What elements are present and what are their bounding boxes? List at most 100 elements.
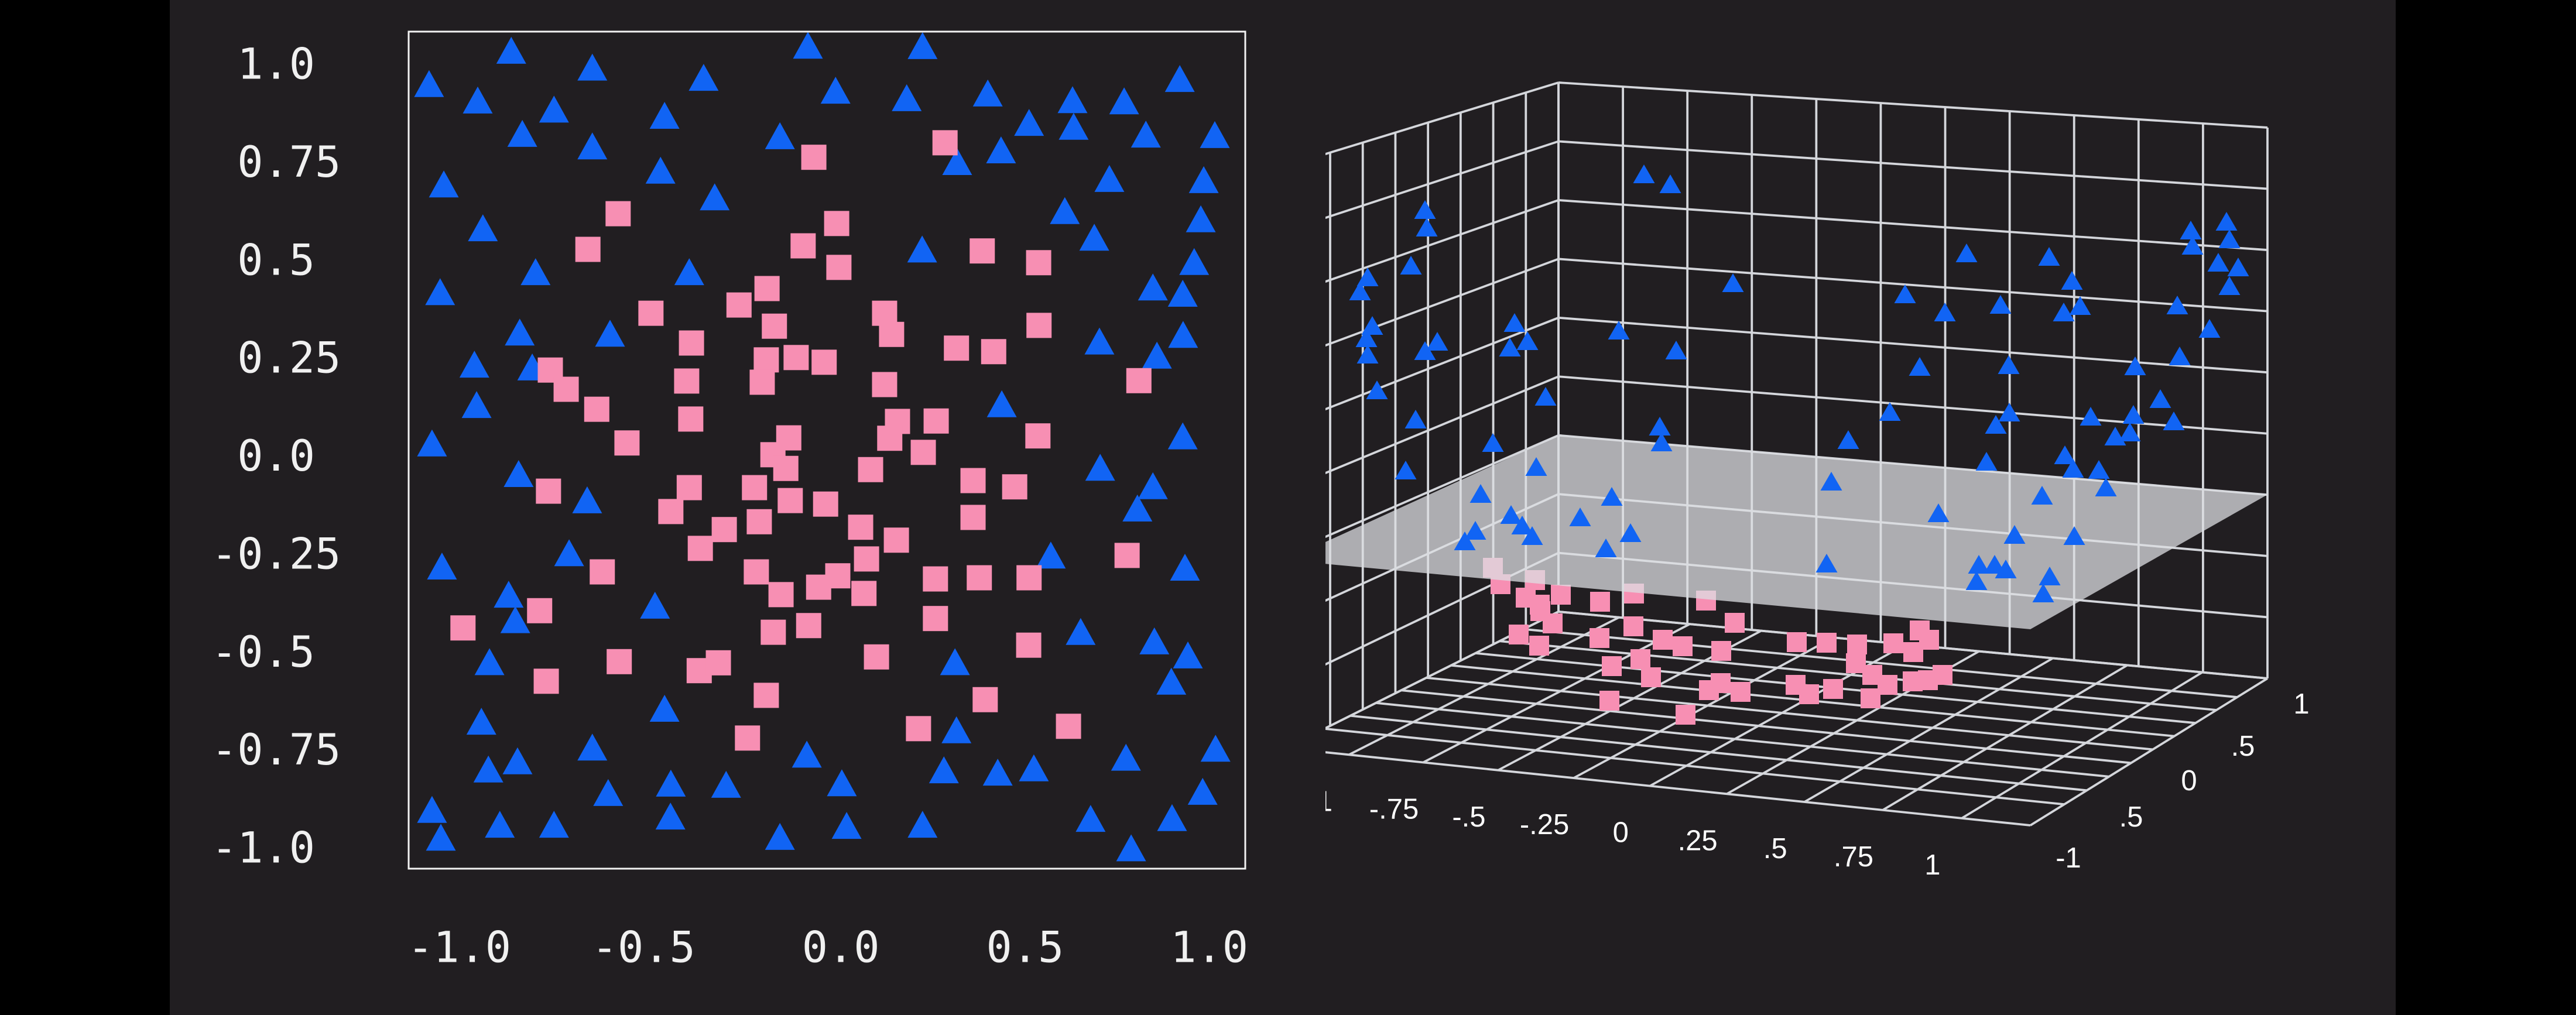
marker-triangle [577,53,608,81]
marker-triangle [1186,205,1216,232]
marker-triangle [1019,754,1049,781]
marker-triangle [1142,341,1172,369]
marker-triangle [1955,244,1978,262]
marker-triangle [572,486,602,513]
marker-square [811,349,837,375]
marker-square [972,687,998,712]
chart-panel: 1.0 0.75 0.5 0.25 0.0 -0.25 -0.5 -0.75 -1.0 -1.0-… [170,0,2396,1015]
marker-triangle [1601,487,1623,506]
wall-back-horizontal [1558,81,2268,129]
marker-triangle [1414,200,1436,219]
marker-square [678,406,704,432]
marker-triangle [2227,258,2249,276]
x-axis-labels-3d: -1 -.75 -.5 -.25 0 .25 .5 .75 1 [1325,786,1940,881]
marker-triangle [1366,380,1388,399]
marker-triangle [649,694,680,722]
marker-triangle [688,64,719,91]
marker-triangle [1879,402,1901,421]
marker-triangle [494,581,524,608]
marker-triangle [1837,430,1859,449]
marker-square [1599,691,1619,711]
marker-square [584,396,609,422]
marker-square [923,606,948,632]
marker-triangle [1525,457,1547,476]
wall-back-horizontal [1558,375,2268,435]
marker-triangle [942,148,972,176]
wall-left-horizontal [1325,434,1559,539]
marker-triangle [2054,445,2076,464]
marker-triangle [972,79,1003,107]
wall-back-horizontal [1558,199,2268,251]
marker-triangle [1138,273,1168,301]
marker-triangle [485,811,515,838]
marker-triangle [793,32,823,59]
marker-triangle [1500,505,1522,524]
y-tick-label-3d: 0 [2181,765,2197,797]
marker-square [910,440,936,465]
marker-square [614,430,640,456]
marker-triangle [577,733,608,761]
marker-triangle [1984,555,2006,574]
marker-triangle [792,740,822,768]
marker-square [676,475,702,500]
marker-triangle [417,795,447,823]
marker-square [761,619,786,645]
marker-triangle [1894,284,1916,303]
marker-square [1799,684,1819,704]
marker-triangle [765,122,795,149]
marker-triangle [765,822,795,850]
x-tick-label-3d: .75 [1834,841,1873,873]
marker-triangle [2218,229,2241,248]
x-tick-label: 0.5 [986,923,1064,973]
wall-left-horizontal [1325,81,1559,156]
marker-triangle [505,318,535,346]
marker-square [1883,633,1903,653]
marker-triangle [1608,321,1630,340]
marker-triangle [466,708,496,735]
y-axis-labels-3d: -1 .5 0 .5 1 [2056,688,2309,874]
marker-triangle [2069,296,2091,315]
marker-square [605,201,631,227]
marker-triangle [1511,516,1533,534]
x-tick-label-3d: -1 [1325,786,1332,817]
marker-square [1731,682,1751,702]
marker-triangle [1499,338,1521,356]
x-tick-label: -1.0 [407,923,511,973]
y-tick-label: -1.0 [211,824,315,873]
marker-triangle [414,70,444,97]
wall-back-horizontal [1558,140,2268,190]
marker-square [1711,673,1731,693]
marker-square [826,255,852,280]
marker-square [1653,630,1673,650]
marker-triangle [500,606,530,633]
floor-line-consty [1350,714,2087,792]
marker-triangle [1085,454,1115,481]
marker-triangle [1349,282,1371,300]
marker-square [1025,423,1051,449]
marker-square [864,644,889,670]
marker-triangle [2166,296,2188,314]
marker-triangle [1057,86,1088,114]
series-below-plane [1483,558,1952,725]
marker-square [450,615,476,641]
floor-line-constx [1804,657,2054,803]
x-tick-label-3d: -.75 [1369,793,1419,825]
marker-triangle [941,716,972,743]
marker-triangle [1187,777,1218,805]
marker-triangle [1595,539,1617,557]
marker-square [1590,592,1610,612]
floor-line-constx [1348,616,1620,756]
marker-square [687,536,713,561]
marker-triangle [2088,460,2110,479]
marker-square [753,683,779,708]
marker-square [777,488,803,513]
marker-triangle [1820,472,1842,491]
marker-triangle [655,803,686,830]
marker-triangle [1985,415,2007,434]
marker-triangle [907,32,938,59]
marker-triangle [1516,331,1539,350]
marker-square [981,339,1006,365]
marker-triangle [2149,389,2171,408]
marker-square [813,491,838,517]
marker-square [762,313,787,339]
